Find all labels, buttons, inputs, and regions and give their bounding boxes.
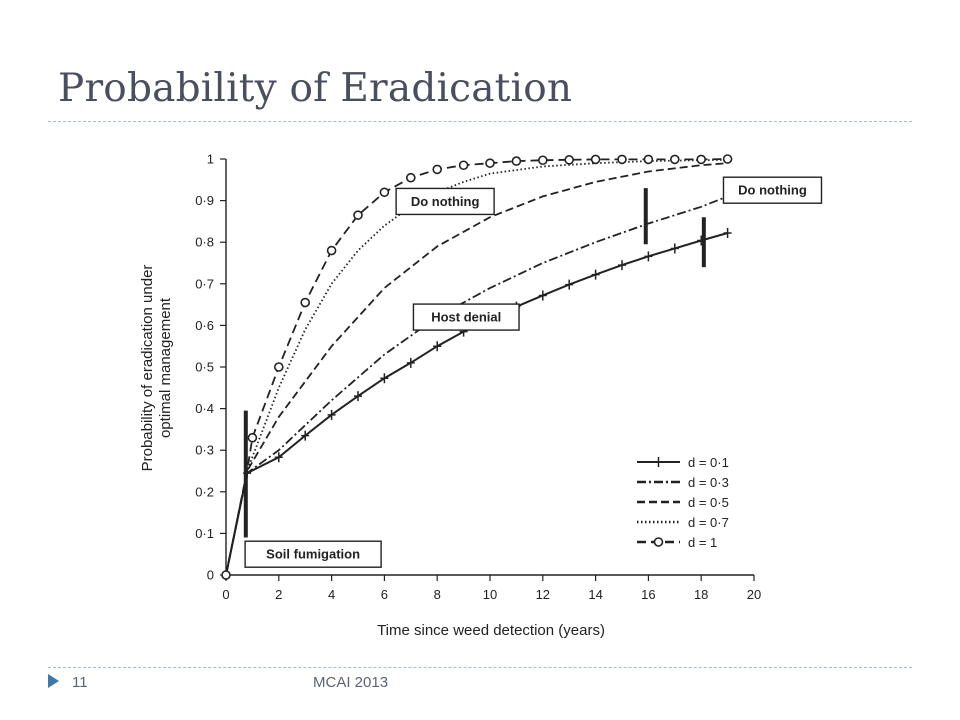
y-axis-label-line-1: Probability of eradication under (139, 265, 156, 472)
plus-marker (380, 373, 389, 384)
annotation-label: Do nothing (411, 194, 480, 209)
x-axis-label: Time since weed detection (years) (377, 622, 605, 639)
plus-marker (301, 430, 310, 441)
footer-divider (48, 667, 912, 668)
circle-marker (379, 187, 390, 198)
circle-marker (300, 297, 311, 308)
y-tick-label: 0·2 (195, 484, 214, 499)
legend-label: d = 0·3 (688, 475, 729, 490)
y-tick-label: 0 (207, 568, 214, 583)
circle-marker (511, 156, 522, 166)
series-line-2 (225, 162, 728, 576)
annotation-label: Do nothing (738, 183, 807, 198)
x-tick-label: 6 (381, 587, 388, 602)
y-tick-label: 1 (207, 152, 214, 167)
legend-plus-marker (654, 457, 663, 467)
legend-label: d = 0·7 (688, 515, 729, 530)
x-tick-label: 14 (588, 587, 602, 602)
y-tick-label: 0·7 (195, 276, 214, 291)
circle-marker (669, 154, 680, 165)
footer-text: MCAI 2013 (313, 674, 389, 691)
x-tick-label: 16 (641, 587, 655, 602)
annotation-box (722, 176, 823, 204)
y-tick-label: 0·5 (195, 360, 214, 375)
annotation-box (244, 540, 382, 568)
circle-marker (353, 210, 363, 220)
plus-marker (354, 391, 362, 402)
annotation-box (412, 303, 520, 331)
legend-label: d = 0·1 (688, 455, 729, 470)
legend-label: d = 0·5 (688, 495, 729, 510)
circle-marker (485, 158, 495, 168)
x-tick-label: 18 (694, 587, 708, 602)
annotation-label: Soil fumigation (266, 547, 360, 562)
circle-marker (537, 155, 548, 166)
x-tick-label: 12 (536, 587, 550, 602)
y-tick-label: 0·3 (195, 443, 214, 458)
triangle-right-icon (48, 674, 59, 688)
slide-title: Probability of Eradication (58, 66, 573, 111)
plus-marker (538, 290, 547, 301)
annotation-box (395, 187, 495, 216)
circle-marker (326, 245, 337, 256)
x-tick-label: 8 (434, 587, 441, 602)
circle-marker (696, 154, 707, 165)
plus-marker (723, 228, 732, 239)
y-tick-label: 0·4 (195, 401, 214, 416)
title-divider (48, 121, 912, 122)
x-tick-label: 0 (222, 587, 229, 602)
circle-marker (405, 172, 416, 183)
circle-marker (247, 432, 258, 443)
y-axis-label-line-2: optimal management (157, 297, 174, 438)
plus-marker (618, 260, 626, 271)
plus-marker (670, 243, 679, 254)
legend-label: d = 1 (688, 535, 717, 550)
circle-marker (273, 362, 284, 372)
y-tick-label: 0·1 (195, 526, 214, 541)
plus-marker (565, 279, 574, 290)
plus-marker (406, 357, 415, 368)
circle-marker (458, 160, 469, 171)
circle-marker (643, 154, 654, 165)
x-tick-label: 2 (275, 587, 282, 602)
circle-marker (722, 154, 733, 164)
x-tick-label: 10 (483, 587, 497, 602)
y-tick-label: 0·6 (195, 318, 214, 333)
plus-marker (433, 341, 442, 352)
plus-marker (591, 269, 600, 280)
circle-marker (617, 154, 627, 165)
series-line-1 (225, 195, 728, 576)
legend-circle-marker (653, 537, 664, 547)
y-tick-label: 0·9 (195, 193, 214, 208)
circle-marker (564, 155, 575, 165)
plus-marker (274, 452, 283, 463)
x-tick-label: 4 (328, 587, 335, 602)
series-line-0 (225, 232, 728, 576)
annotation-label: Host denial (431, 310, 501, 325)
y-tick-label: 0·8 (195, 235, 214, 250)
circle-marker (221, 570, 231, 580)
circle-marker (590, 154, 601, 165)
circle-marker (432, 164, 443, 175)
x-tick-label: 20 (747, 587, 761, 602)
plus-marker (327, 409, 336, 420)
page-number: 11 (72, 674, 88, 691)
plus-marker (644, 251, 653, 262)
